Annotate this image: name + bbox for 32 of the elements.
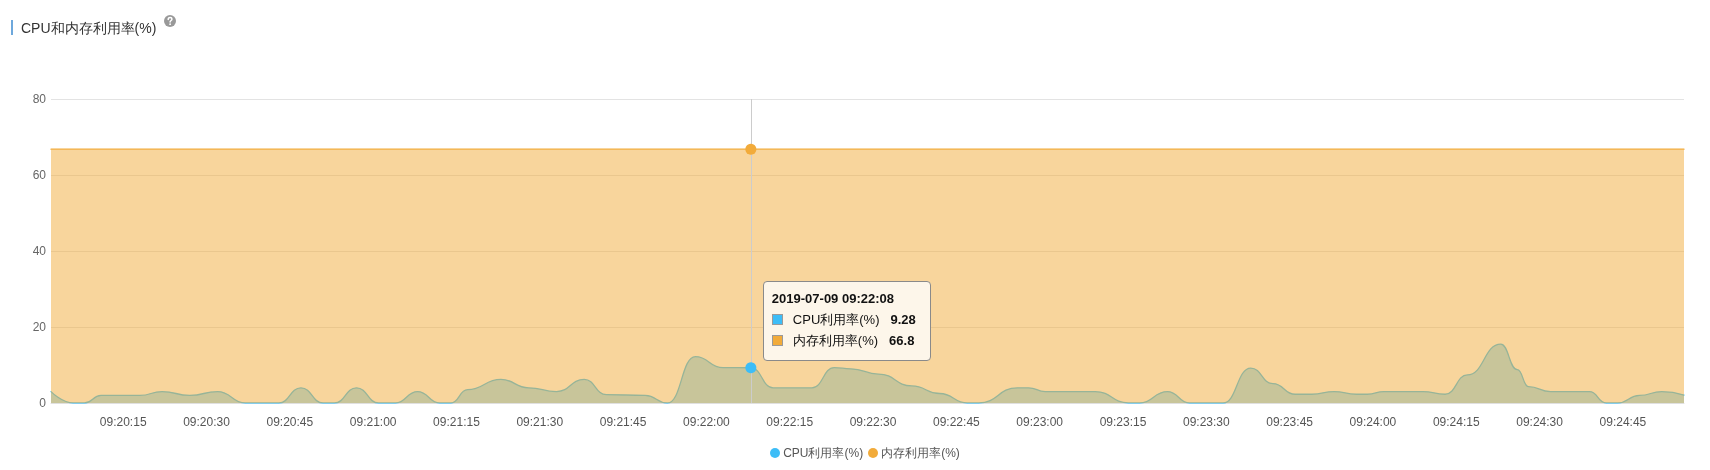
- legend-label: CPU利用率(%): [792, 311, 880, 329]
- x-tick-label: 09:21:15: [433, 415, 481, 429]
- legend-label: 内存利用率(%): [792, 332, 879, 350]
- annotation: 9.28: [890, 311, 916, 329]
- x-tick-label: 09:22:30: [849, 415, 897, 429]
- x-tick-label: 09:21:30: [516, 415, 564, 429]
- y-tick-label: 80: [32, 92, 47, 106]
- x-tick-label: 09:20:45: [266, 415, 314, 429]
- x-tick-label: 09:23:00: [1016, 415, 1064, 429]
- x-tick-label: 09:20:30: [183, 415, 231, 429]
- ref-line-label: 2019-07-09 09:22:08: [771, 290, 895, 308]
- x-tick-label: 09:23:45: [1266, 415, 1314, 429]
- x-tick-label: 09:22:00: [683, 415, 731, 429]
- x-tick-label: 09:22:45: [933, 415, 981, 429]
- x-tick-label: 09:21:45: [599, 415, 647, 429]
- y-tick-label: 0: [39, 396, 47, 410]
- x-tick-label: 09:24:30: [1516, 415, 1564, 429]
- y-tick-label: 20: [32, 320, 47, 334]
- text: 内存利用率(%): [881, 446, 960, 460]
- x-tick-label: 09:24:15: [1432, 415, 1480, 429]
- y-tick-label: 60: [32, 168, 47, 182]
- annotation: 66.8: [889, 332, 915, 350]
- x-tick-label: 09:20:15: [99, 415, 147, 429]
- chart-title: CPU和内存利用率(%): [21, 19, 157, 37]
- x-tick-label: 09:23:30: [1182, 415, 1230, 429]
- x-tick-label: 09:21:00: [349, 415, 397, 429]
- x-tick-label: 09:22:15: [766, 415, 814, 429]
- x-tick-label: 09:24:00: [1349, 415, 1397, 429]
- text: CPU利用率(%): [783, 446, 864, 460]
- x-tick-label: 09:24:45: [1599, 415, 1647, 429]
- x-tick-label: 09:23:15: [1099, 415, 1147, 429]
- y-tick-label: 40: [32, 244, 47, 258]
